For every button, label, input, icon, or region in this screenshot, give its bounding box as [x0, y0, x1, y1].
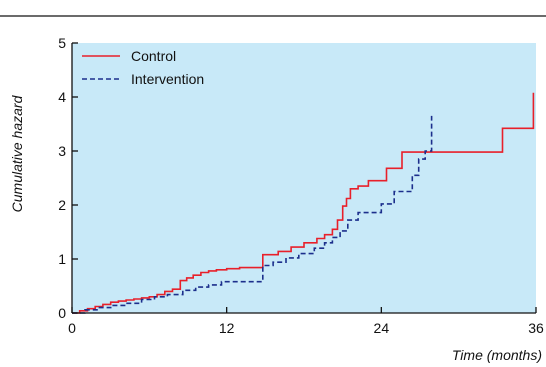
y-tick-label: 3: [58, 143, 66, 159]
series-line-intervention: [72, 115, 433, 314]
x-tick-label: 12: [219, 320, 235, 336]
x-tick-label: 24: [374, 320, 390, 336]
y-tick-label: 2: [58, 197, 66, 213]
series-line-control: [72, 92, 535, 314]
legend: Control Intervention: [82, 48, 204, 87]
axes-layer: [71, 43, 536, 314]
y-tick-label: 5: [58, 35, 66, 51]
y-tick-label: 0: [58, 305, 66, 321]
x-tick-label: 36: [528, 320, 544, 336]
y-tick-label: 1: [58, 251, 66, 267]
series-layer: [72, 92, 535, 314]
y-axis-label: Cumulative hazard: [9, 94, 25, 212]
plot-background: [72, 43, 536, 313]
x-axis-label: Time (months): [452, 347, 542, 363]
legend-label-control: Control: [131, 48, 176, 64]
y-tick-label: 4: [58, 89, 66, 105]
legend-label-intervention: Intervention: [131, 71, 204, 87]
x-tick-label: 0: [68, 320, 76, 336]
